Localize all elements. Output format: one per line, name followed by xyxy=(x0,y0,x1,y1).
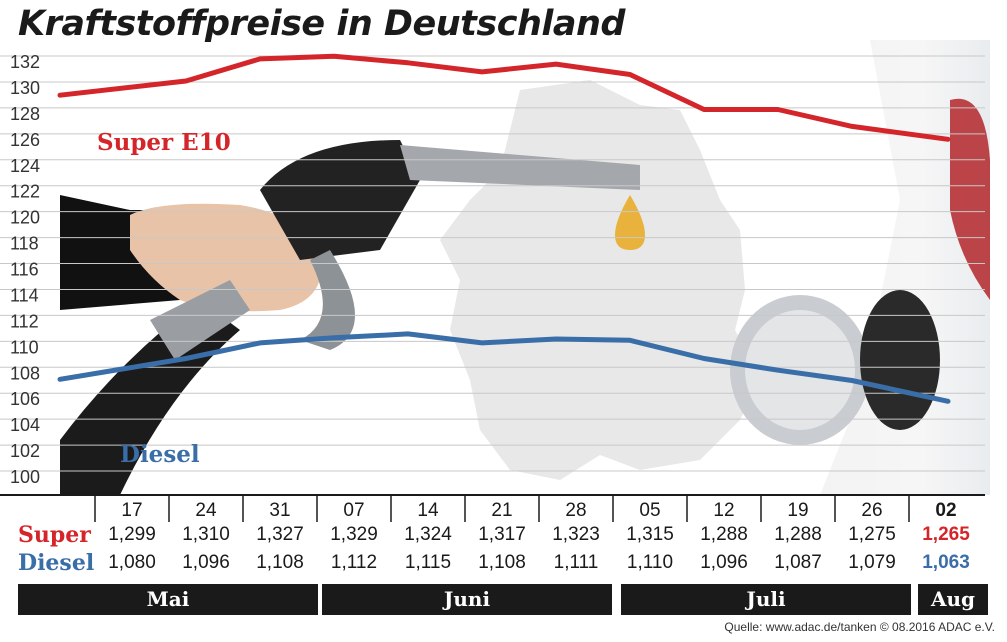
super-price-cell: 1,288 xyxy=(700,524,748,545)
super-price-cell: 1,327 xyxy=(256,524,304,545)
super-price-cell: 1,275 xyxy=(848,524,896,545)
series-line-super xyxy=(57,53,951,142)
y-tick-label: 128 xyxy=(10,104,40,124)
super-price-cell: 1,299 xyxy=(108,524,156,545)
diesel-price-cell: 1,096 xyxy=(182,552,230,573)
chart-title: Kraftstoffpreise in Deutschland xyxy=(18,4,625,44)
y-tick-label: 118 xyxy=(10,234,39,254)
diesel-price-cell: 1,080 xyxy=(108,552,156,573)
fuel-nozzle-illustration xyxy=(60,140,645,495)
x-tick-label: 05 xyxy=(639,500,660,521)
y-tick-label: 102 xyxy=(10,441,40,461)
y-tick-label: 126 xyxy=(10,130,40,150)
super-price-cell: 1,315 xyxy=(626,524,674,545)
diesel-price-cell: 1,096 xyxy=(700,552,748,573)
diesel-price-cell: 1,108 xyxy=(478,552,526,573)
germany-map-illustration xyxy=(440,80,760,480)
super-row: Super 1,299 1,310 1,327 1,329 1,324 1,317 1,32… xyxy=(0,522,1007,550)
x-axis-ticks: 17 24 31 07 14 21 28 05 12 19 26 02 xyxy=(94,495,957,522)
x-tick-label: 02 xyxy=(935,500,956,521)
super-price-cell: 1,265 xyxy=(922,524,970,545)
diesel-price-cell: 1,112 xyxy=(330,552,378,573)
diesel-row-label: Diesel xyxy=(18,550,95,576)
series-label-super: Super E10 xyxy=(97,129,231,156)
super-price-cell: 1,288 xyxy=(774,524,822,545)
y-tick-label: 114 xyxy=(10,285,39,305)
series-lines xyxy=(57,53,951,404)
y-tick-label: 112 xyxy=(10,311,39,331)
x-tick-label: 28 xyxy=(565,500,586,521)
super-price-cell: 1,323 xyxy=(552,524,600,545)
super-price-cell: 1,310 xyxy=(182,524,230,545)
diesel-price-cell: 1,115 xyxy=(404,552,452,573)
x-tick-label: 12 xyxy=(713,500,734,521)
month-label-0: Mai xyxy=(18,584,318,615)
month-label-2: Juli xyxy=(621,584,911,615)
diesel-price-cell: 1,108 xyxy=(256,552,304,573)
diesel-price-cell: 1,111 xyxy=(553,552,599,573)
month-label-1: Juni xyxy=(322,584,612,615)
y-tick-label: 132 xyxy=(10,52,40,72)
x-tick-label: 31 xyxy=(269,500,290,521)
super-price-cell: 1,317 xyxy=(478,524,526,545)
price-chart: 1001021041061081101121141161181201221241… xyxy=(0,40,990,522)
y-tick-label: 124 xyxy=(10,156,40,176)
source-credit: Quelle: www.adac.de/tanken © 08.2016 ADA… xyxy=(724,620,995,634)
super-price-cell: 1,324 xyxy=(404,524,452,545)
diesel-price-cell: 1,063 xyxy=(922,552,970,573)
x-tick-label: 17 xyxy=(121,500,142,521)
diesel-price-cell: 1,110 xyxy=(626,552,674,573)
series-label-diesel: Diesel xyxy=(120,441,200,468)
y-tick-label: 104 xyxy=(10,415,40,435)
y-tick-label: 100 xyxy=(10,467,40,487)
x-tick-label: 26 xyxy=(861,500,882,521)
y-tick-label: 106 xyxy=(10,389,40,409)
diesel-price-cell: 1,087 xyxy=(774,552,822,573)
super-row-label: Super xyxy=(18,522,91,548)
series-line-diesel xyxy=(57,331,951,404)
x-tick-label: 07 xyxy=(343,500,364,521)
super-price-cell: 1,329 xyxy=(330,524,378,545)
diesel-row: Diesel 1,080 1,096 1,108 1,112 1,115 1,108 1,1… xyxy=(0,550,1007,578)
y-tick-label: 122 xyxy=(10,182,40,202)
diesel-price-cell: 1,079 xyxy=(848,552,896,573)
x-tick-label: 19 xyxy=(787,500,808,521)
month-label-3: Aug xyxy=(918,584,988,615)
x-tick-label: 24 xyxy=(195,500,217,521)
y-tick-label: 130 xyxy=(10,78,40,98)
y-axis-ticks: 100 102 104 106 108 110 112 114 116 118 120 122 124 1… xyxy=(10,52,40,487)
x-tick-label: 14 xyxy=(417,500,439,521)
y-tick-label: 116 xyxy=(10,260,39,280)
y-tick-label: 110 xyxy=(10,337,39,357)
x-tick-label: 21 xyxy=(491,500,512,521)
grid-lines xyxy=(0,55,985,496)
y-tick-label: 120 xyxy=(10,208,40,228)
y-tick-label: 108 xyxy=(10,363,40,383)
